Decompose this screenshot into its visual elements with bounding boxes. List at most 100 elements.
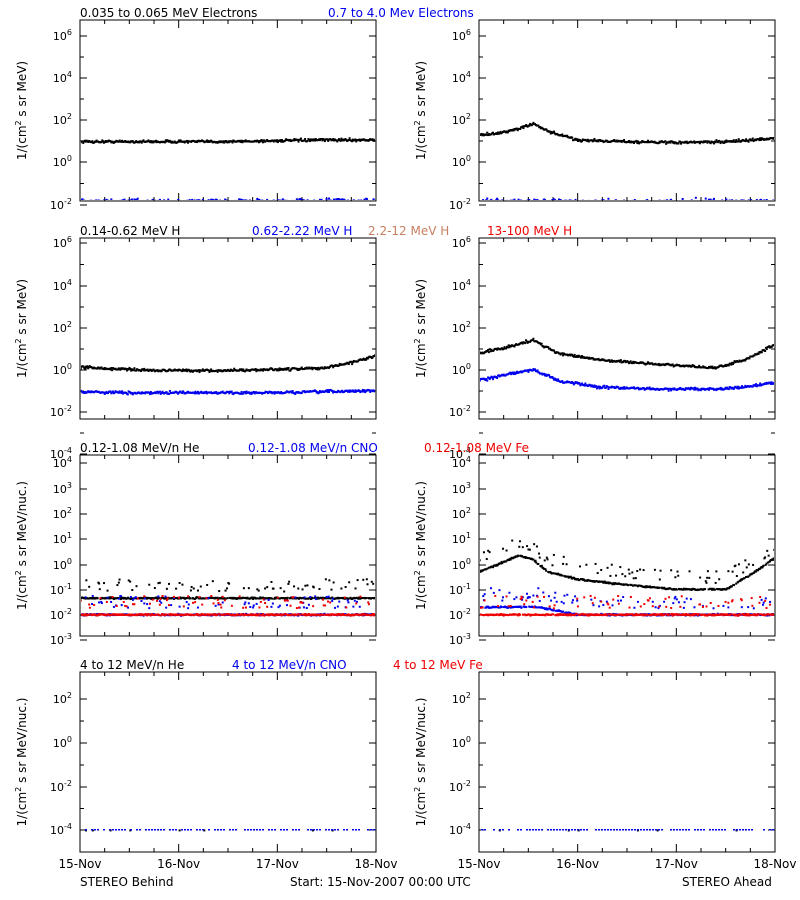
data-point [672, 388, 675, 391]
data-point [599, 440, 601, 442]
data-point [239, 442, 241, 444]
data-point [200, 202, 202, 204]
data-point [638, 442, 640, 444]
data-point [725, 139, 728, 142]
data-point [687, 210, 689, 212]
data-point [576, 355, 579, 358]
data-point [310, 366, 313, 369]
data-point [642, 439, 644, 441]
data-point [570, 445, 572, 447]
data-point [553, 130, 556, 133]
data-point [178, 433, 180, 435]
data-point [360, 199, 363, 200]
data-point [605, 139, 608, 142]
data-point [297, 201, 299, 203]
data-point [178, 140, 181, 143]
data-point [607, 197, 610, 200]
data-point [481, 134, 484, 137]
data-point [601, 441, 603, 443]
data-point [211, 445, 213, 447]
data-point [676, 210, 678, 212]
data-point [570, 442, 572, 444]
data-point [190, 585, 193, 588]
data-point [156, 597, 159, 600]
data-point [553, 349, 556, 352]
data-point [271, 597, 274, 600]
data-point [310, 202, 312, 204]
data-point [184, 202, 186, 204]
data-point [150, 213, 152, 215]
data-point [767, 201, 769, 203]
data-point [518, 437, 520, 439]
data-point [529, 209, 531, 211]
data-point [345, 362, 348, 365]
data-point [693, 438, 695, 440]
data-point [541, 451, 543, 453]
data-point [720, 452, 722, 454]
data-point [371, 356, 374, 359]
data-point [660, 442, 662, 444]
data-point [207, 212, 209, 214]
data-point [512, 434, 514, 436]
data-point [561, 444, 563, 446]
data-point [637, 386, 640, 389]
data-point [697, 211, 699, 213]
data-point [739, 443, 741, 445]
data-point [119, 598, 122, 601]
data-point [645, 201, 647, 203]
data-point [704, 197, 707, 200]
data-point [594, 440, 596, 442]
data-point [622, 140, 625, 143]
data-point [680, 439, 682, 441]
data-point [199, 585, 202, 588]
data-point [732, 443, 734, 445]
data-point [248, 199, 251, 200]
y-tick-label: 106 [53, 235, 72, 250]
data-point [729, 362, 732, 365]
data-point [694, 449, 696, 451]
data-point [551, 432, 553, 434]
data-point [589, 441, 591, 443]
plot-frame [79, 19, 377, 202]
data-point [365, 358, 368, 361]
data-point [612, 445, 614, 447]
data-point [214, 448, 216, 450]
data-point [646, 362, 649, 365]
data-point [216, 443, 218, 445]
data-point [587, 199, 590, 200]
data-point [755, 450, 757, 452]
data-point [670, 140, 673, 143]
data-point [727, 438, 729, 440]
data-point [728, 438, 730, 440]
data-point [672, 203, 674, 205]
data-point [673, 444, 675, 446]
data-point [763, 452, 765, 454]
data-point [643, 215, 645, 217]
data-point [492, 131, 495, 134]
data-point [201, 439, 203, 441]
row-2-legend: 0.14-0.62 MeV H 0.62-2.22 MeV H 2.2-12 MeV… [80, 224, 572, 238]
data-point [226, 444, 228, 446]
series-blue [482, 196, 774, 217]
data-point [748, 447, 750, 449]
data-point [256, 436, 258, 438]
data-point [365, 198, 368, 200]
data-point [735, 139, 738, 142]
data-point [517, 198, 520, 200]
y-tick-label: 102 [53, 320, 72, 335]
data-point [641, 453, 643, 455]
data-point [158, 390, 161, 393]
data-point [537, 452, 539, 454]
data-point [706, 452, 708, 454]
data-point [250, 393, 253, 396]
series-blue [81, 388, 375, 396]
data-point [699, 440, 701, 442]
data-point [765, 448, 767, 450]
data-point [678, 202, 680, 204]
data-point [312, 434, 314, 436]
data-point [744, 444, 746, 446]
data-point [332, 198, 335, 200]
data-point [193, 211, 195, 213]
data-point [737, 207, 739, 209]
